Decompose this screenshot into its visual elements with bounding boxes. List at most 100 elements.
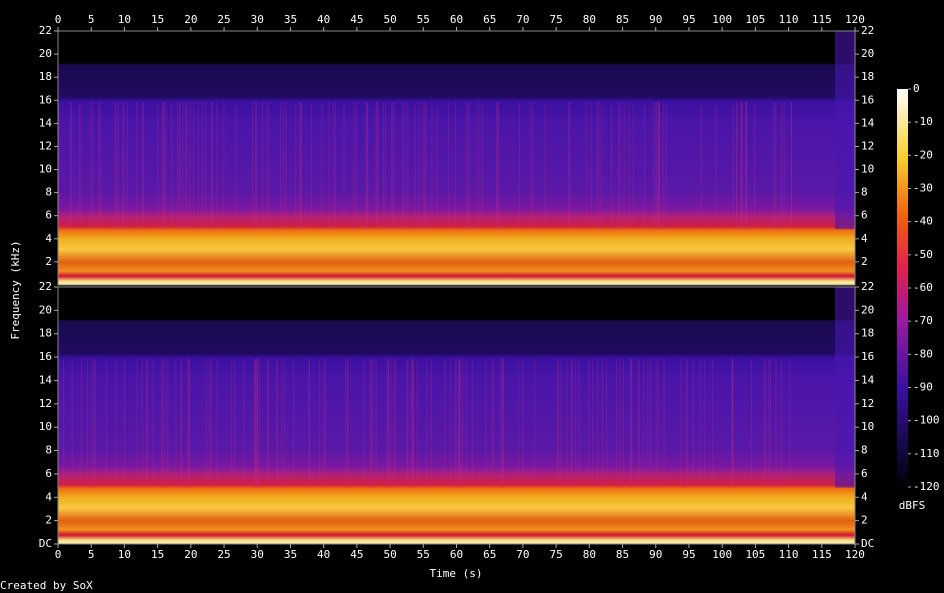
- y-tick-label: 16: [39, 93, 52, 106]
- y-tick-label: 18: [39, 327, 52, 340]
- x-tick-label-top: 15: [151, 13, 164, 26]
- y-tick-label: 2: [45, 255, 52, 268]
- x-tick-label-top: 75: [550, 13, 563, 26]
- x-tick-label-top: 90: [649, 13, 662, 26]
- x-tick-label-bottom: 75: [550, 548, 563, 561]
- x-tick-label-top: 85: [616, 13, 629, 26]
- y-tick-label: 20: [39, 47, 52, 60]
- y-tick-label: 6: [45, 209, 52, 222]
- x-tick-label-top: 80: [583, 13, 596, 26]
- y-tick-label-right: 2: [861, 255, 868, 268]
- x-tick-label-bottom: 25: [217, 548, 230, 561]
- x-tick-label-bottom: 50: [383, 548, 396, 561]
- x-tick-label-bottom: 115: [812, 548, 832, 561]
- y-tick-label-right: 12: [861, 397, 874, 410]
- x-tick-label-top: 40: [317, 13, 330, 26]
- y-axis-label: Frequency (kHz): [9, 240, 22, 339]
- x-tick-label-bottom: 35: [284, 548, 297, 561]
- y-tick-label: 10: [39, 163, 52, 176]
- colorbar-tick-label: -40: [913, 215, 933, 228]
- x-tick-label-top: 65: [483, 13, 496, 26]
- y-tick-label: 8: [45, 444, 52, 457]
- x-tick-label-top: 30: [251, 13, 264, 26]
- x-tick-label-top: 115: [812, 13, 832, 26]
- x-tick-label-top: 70: [516, 13, 529, 26]
- x-tick-label-bottom: 45: [350, 548, 363, 561]
- colorbar-tick-label: -20: [913, 148, 933, 161]
- x-tick-label-bottom: 120: [845, 548, 865, 561]
- x-tick-label-top: 105: [745, 13, 765, 26]
- x-tick-label-top: 0: [55, 13, 62, 26]
- colorbar-tick-label: -90: [913, 381, 933, 394]
- x-tick-label-top: 110: [779, 13, 799, 26]
- y-tick-label-right: 10: [861, 420, 874, 433]
- colorbar-tick-label: -70: [913, 314, 933, 327]
- x-tick-label-top: 20: [184, 13, 197, 26]
- x-tick-label-bottom: 70: [516, 548, 529, 561]
- y-tick-label-right: 8: [861, 444, 868, 457]
- x-tick-label-bottom: 15: [151, 548, 164, 561]
- colorbar-label: dBFS: [899, 499, 926, 512]
- x-tick-label-top: 45: [350, 13, 363, 26]
- x-tick-label-bottom: 10: [118, 548, 131, 561]
- y-tick-label-right: 20: [861, 303, 874, 316]
- x-tick-label-bottom: 85: [616, 548, 629, 561]
- spectrogram-tail: [835, 31, 855, 230]
- x-tick-label-top: 60: [450, 13, 463, 26]
- y-tick-label: 20: [39, 303, 52, 316]
- x-tick-label-bottom: 30: [251, 548, 264, 561]
- y-tick-label: 14: [39, 373, 53, 386]
- y-tick-label-right: 18: [861, 327, 874, 340]
- x-tick-label-top: 25: [217, 13, 230, 26]
- y-tick-label-right: 4: [861, 490, 868, 503]
- y-tick-label: 18: [39, 70, 52, 83]
- y-tick-label: 8: [45, 186, 52, 199]
- colorbar: [897, 89, 908, 487]
- y-tick-label-right: 6: [861, 467, 868, 480]
- y-tick-label: 16: [39, 350, 52, 363]
- x-tick-label-bottom: 110: [779, 548, 799, 561]
- spectrogram-tail: [835, 287, 855, 488]
- y-tick-label-right: 16: [861, 93, 874, 106]
- x-tick-label-top: 55: [417, 13, 430, 26]
- x-axis-label: Time (s): [430, 567, 483, 580]
- y-tick-label-right: 14: [861, 373, 875, 386]
- x-tick-label-bottom: 55: [417, 548, 430, 561]
- y-tick-label: DC: [39, 537, 52, 550]
- y-tick-label: 6: [45, 467, 52, 480]
- x-tick-label-bottom: 95: [682, 548, 695, 561]
- spectrogram-panel: [58, 287, 855, 544]
- y-tick-label: 14: [39, 116, 53, 129]
- spectrogram-panel: [58, 31, 855, 285]
- y-tick-label-right: 4: [861, 232, 868, 245]
- x-tick-label-top: 5: [88, 13, 95, 26]
- x-tick-label-top: 100: [712, 13, 732, 26]
- y-tick-label-right: 18: [861, 70, 874, 83]
- colorbar-tick-label: -50: [913, 248, 933, 261]
- colorbar-tick-label: -10: [913, 115, 933, 128]
- y-tick-label: 4: [45, 232, 52, 245]
- y-tick-label-right: 6: [861, 209, 868, 222]
- colorbar-tick-label: -110: [913, 447, 940, 460]
- y-tick-label-right: 14: [861, 116, 875, 129]
- y-tick-label: 12: [39, 397, 52, 410]
- x-tick-label-bottom: 100: [712, 548, 732, 561]
- y-tick-label-right: 22: [861, 280, 874, 293]
- x-tick-label-bottom: 0: [55, 548, 62, 561]
- x-tick-label-bottom: 60: [450, 548, 463, 561]
- colorbar-tick-label: -80: [913, 347, 933, 360]
- colorbar-tick-label: -100: [913, 414, 940, 427]
- x-tick-label-bottom: 80: [583, 548, 596, 561]
- x-tick-label-bottom: 5: [88, 548, 95, 561]
- y-tick-label: 12: [39, 139, 52, 152]
- x-tick-label-bottom: 90: [649, 548, 662, 561]
- x-tick-label-bottom: 105: [745, 548, 765, 561]
- x-tick-label-bottom: 65: [483, 548, 496, 561]
- y-tick-label: 22: [39, 280, 52, 293]
- y-tick-label-right: DC: [861, 537, 874, 550]
- x-tick-label-bottom: 40: [317, 548, 330, 561]
- y-tick-label: 10: [39, 420, 52, 433]
- colorbar-tick-label: -60: [913, 281, 933, 294]
- footer: Created by SoX: [0, 579, 93, 592]
